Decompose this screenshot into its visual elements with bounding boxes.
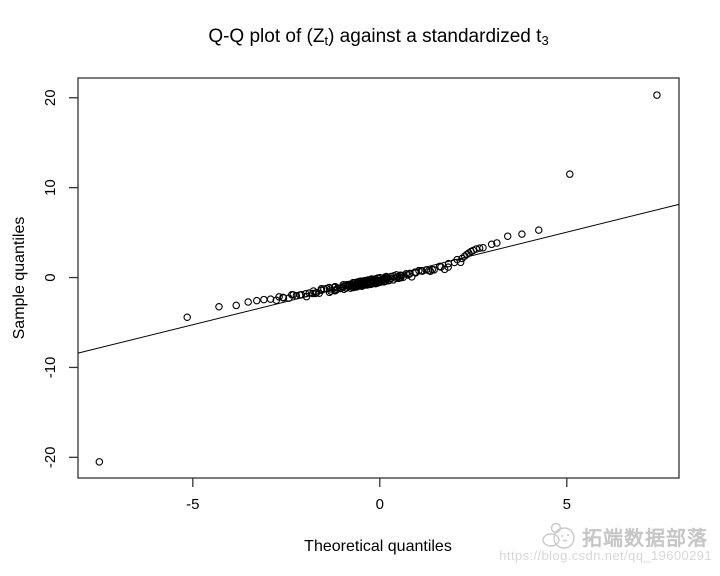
data-point-circle [475,244,484,252]
y-axis-label: Sample quantiles [11,216,28,340]
title-subscript: t [324,33,329,48]
band-point-circle [279,294,288,302]
data-point-circle [253,296,261,305]
band-point-circle [430,266,438,274]
band-point-circle [444,263,452,271]
title-text: Q-Q plot of (Z [208,26,325,47]
data-point-circle [487,240,496,249]
band-point-circle [301,289,310,298]
title-text: ) against a standardized t [328,26,542,47]
data-point-circle [183,313,191,322]
watermark-brand: 拓端数据部落 [582,527,708,550]
band-point-circle [415,266,423,275]
y-tick-label: 20 [42,89,59,106]
data-point-circle [566,170,574,178]
band-point-circle [456,258,465,267]
x-tick-label: 5 [563,496,571,513]
band-point-circle [332,285,341,294]
watermark-url: https://blog.csdn.net/qq_19600291 [499,548,712,563]
x-tick-label: 0 [376,496,384,513]
band-point-circle [275,293,283,301]
y-tick-label: 10 [42,179,59,196]
data-point-circle [215,303,223,311]
y-tick-label: -10 [42,357,59,379]
data-point-circle [493,239,501,247]
band-point-circle [292,291,301,300]
band-point-circle [297,291,306,299]
plot-title: Q-Q plot of (Zt) against a standardized … [78,26,679,48]
data-point-circle [518,230,526,238]
band-point-circle [385,276,393,285]
x-axis-label: Theoretical quantiles [304,538,452,555]
y-tick-label: -20 [42,446,59,468]
title-subscript: 3 [541,33,549,48]
x-tick-label: -5 [186,496,199,513]
data-point-circle [95,458,104,466]
data-point-circle [503,232,512,240]
watermark-logo-icon [542,522,575,549]
band-point-circle [426,267,435,276]
data-point-circle [266,295,275,303]
watermark: 拓端数据部落 [541,519,708,553]
data-point-circle [232,301,240,310]
band-point-circle [402,270,410,278]
data-point-circle [260,295,268,304]
data-point-circle [244,298,252,306]
data-point-circle [535,226,543,234]
data-point-circle [479,243,487,252]
y-tick-label: 0 [42,273,59,281]
band-point-circle [404,271,412,279]
data-point-circle [653,91,661,99]
